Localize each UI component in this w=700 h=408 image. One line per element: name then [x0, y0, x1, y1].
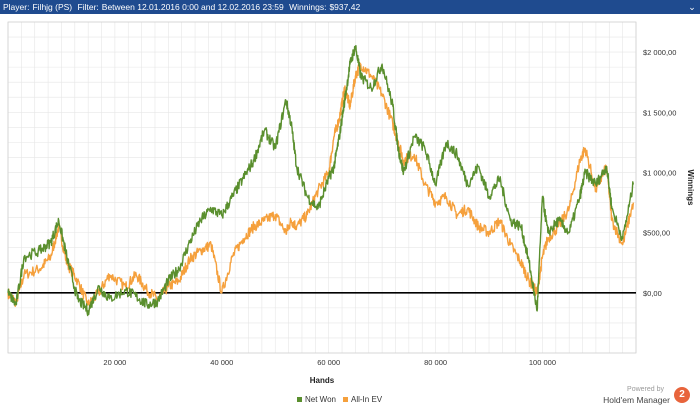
- grid: [7, 21, 637, 354]
- player-value: Filhjg (PS): [32, 2, 73, 12]
- filter-value: Between 12.01.2016 0:00 and 12.02.2016 2…: [101, 2, 284, 12]
- legend-swatch: [297, 397, 302, 402]
- series-line-net-won: [7, 45, 635, 317]
- x-axis-title: Hands: [310, 376, 335, 385]
- title-bar: Player: Filhjg (PS) Filter: Between 12.01.…: [0, 0, 700, 14]
- legend-label: All-In EV: [351, 395, 383, 404]
- y-tick-label: $2 000,00: [643, 48, 676, 57]
- x-tick-label: 80 000: [424, 358, 447, 367]
- winnings-value: $937,42: [329, 2, 361, 12]
- x-tick-label: 20 000: [103, 358, 126, 367]
- y-tick-label: $1 500,00: [643, 108, 676, 117]
- powered-by-text: Powered by: [627, 386, 664, 393]
- hm2-logo-icon: 2: [674, 387, 690, 403]
- x-tick-label: 100 000: [529, 358, 556, 367]
- y-tick-label: $0,00: [643, 289, 662, 298]
- series-lines: [7, 45, 635, 317]
- x-tick-label: 40 000: [210, 358, 233, 367]
- plot-frame: [7, 21, 637, 354]
- legend: Net Won All-In EV: [297, 395, 383, 404]
- graph-chart: $0,00$500,00$1 000,00$1 500,00$2 000,00 …: [7, 21, 695, 404]
- x-tick-label: 60 000: [317, 358, 340, 367]
- x-tick-labels: 20 000 40 000 60 000 80 000 100 000: [103, 358, 556, 367]
- axes: [7, 21, 637, 354]
- series-line-all-in-ev: [7, 62, 635, 308]
- brand-name: Hold'em Manager: [603, 395, 670, 405]
- y-axis-title: Winnings: [686, 170, 695, 206]
- winnings-label: Winnings:: [289, 2, 327, 12]
- legend-swatch: [343, 397, 348, 402]
- y-tick-label: $1 000,00: [643, 168, 676, 177]
- y-tick-labels: $0,00 $500,00 $1 000,00 $1 500,00 $2 000,00: [643, 48, 676, 298]
- player-label: Player:: [3, 2, 30, 12]
- chevron-down-icon[interactable]: ⌄: [688, 2, 696, 12]
- filter-label: Filter:: [77, 2, 99, 12]
- legend-label: Net Won: [305, 395, 336, 404]
- y-tick-label: $500,00: [643, 229, 670, 238]
